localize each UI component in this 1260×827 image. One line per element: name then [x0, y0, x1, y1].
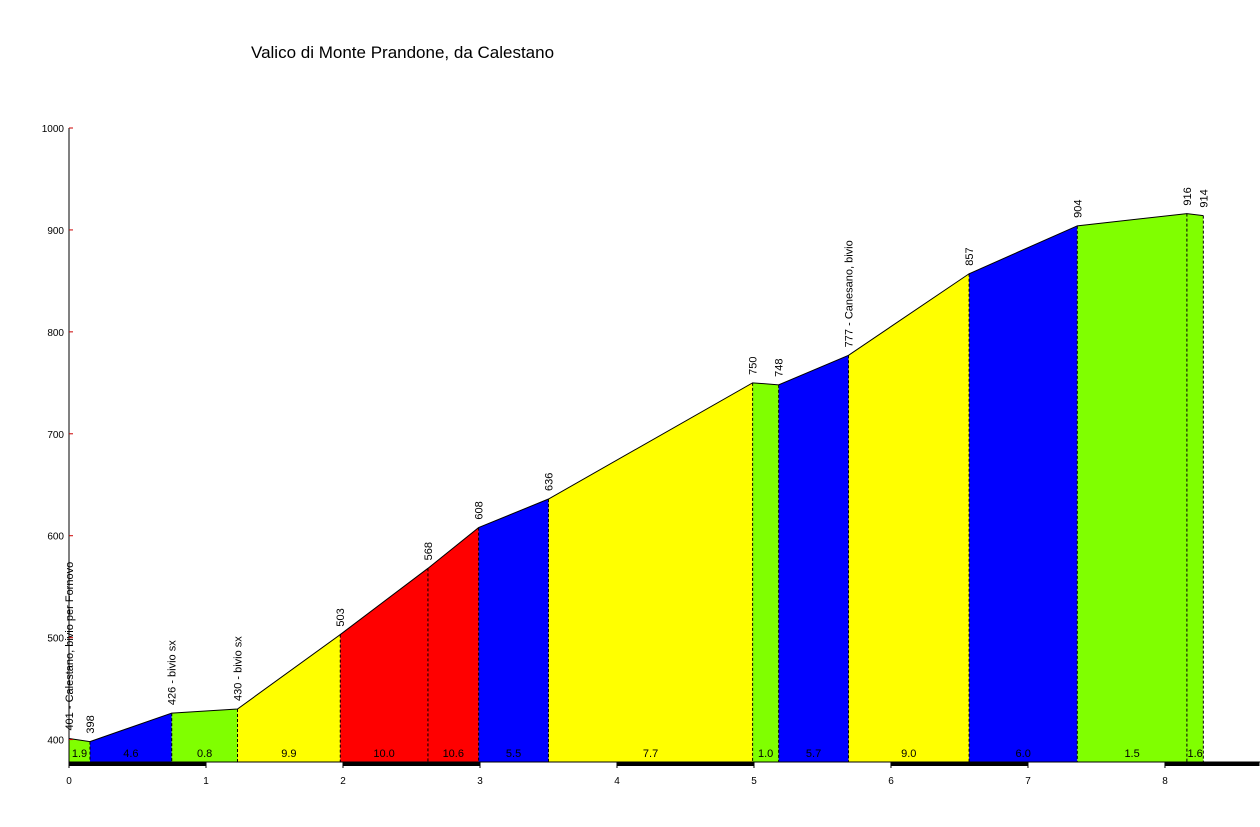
point-label: 904 [1072, 199, 1084, 217]
gradient-label: 7.7 [643, 748, 658, 760]
x-tick-label: 7 [1025, 776, 1031, 787]
gradient-label: 1.9 [72, 748, 87, 760]
point-label: 430 - bivio sx [233, 636, 245, 701]
x-axis-band [205, 762, 343, 766]
chart-title: Valico di Monte Prandone, da Calestano [251, 43, 554, 62]
segment [548, 382, 753, 762]
point-label: 777 - Canesano, bivio [844, 240, 856, 347]
gradient-label: 5.7 [806, 748, 821, 760]
point-label: 608 [474, 501, 486, 519]
segment [427, 527, 479, 762]
point-label: 426 - bivio sx [167, 640, 179, 705]
y-tick-label: 1000 [42, 124, 65, 135]
segment [1077, 213, 1187, 762]
segment [89, 713, 172, 762]
x-tick-label: 6 [888, 776, 894, 787]
gradient-label: 5.5 [506, 748, 521, 760]
segment [752, 382, 779, 762]
x-tick-label: 0 [66, 776, 72, 787]
segment [848, 273, 970, 762]
x-axis-band [890, 762, 1028, 766]
segment [478, 499, 549, 762]
gradient-label: 1.6 [1187, 748, 1202, 760]
x-tick-label: 5 [751, 776, 757, 787]
x-axis-band [753, 762, 891, 766]
segment [340, 568, 428, 762]
x-tick-label: 2 [340, 776, 346, 787]
segment [69, 738, 90, 762]
x-axis-band [69, 762, 206, 766]
y-tick-label: 700 [47, 430, 64, 441]
gradient-label: 1.0 [758, 748, 773, 760]
x-axis-band [1027, 762, 1165, 766]
point-label: 916 [1182, 187, 1194, 205]
segment [237, 634, 341, 762]
y-tick-label: 600 [47, 532, 64, 543]
point-label: 568 [423, 542, 435, 560]
point-label: 636 [543, 473, 555, 491]
segment [969, 225, 1078, 762]
point-label: 748 [774, 359, 786, 377]
x-tick-label: 4 [614, 776, 620, 787]
x-axis-band [342, 762, 480, 766]
x-tick-label: 8 [1162, 776, 1168, 787]
gradient-label: 1.5 [1124, 748, 1139, 760]
point-label: 857 [964, 247, 976, 265]
y-tick-label: 500 [47, 634, 64, 645]
x-tick-label: 3 [477, 776, 483, 787]
y-tick-label: 400 [47, 736, 64, 747]
point-label: 914 [1198, 189, 1210, 207]
segment [171, 708, 238, 762]
point-label: 401 - Calestano, bivio per Fornovo [64, 562, 76, 731]
y-tick-label: 800 [47, 328, 64, 339]
x-axis-band [1164, 762, 1260, 766]
gradient-label: 10.6 [443, 748, 464, 760]
gradient-label: 9.0 [901, 748, 916, 760]
gradient-label: 10.0 [373, 748, 394, 760]
segment [778, 355, 849, 762]
gradient-label: 4.6 [123, 748, 138, 760]
y-tick-label: 900 [47, 226, 64, 237]
point-label: 398 [85, 715, 97, 733]
x-axis-band [479, 762, 617, 766]
point-label: 750 [748, 356, 760, 374]
segment [1186, 213, 1204, 762]
gradient-label: 0.8 [197, 748, 212, 760]
gradient-label: 9.9 [281, 748, 296, 760]
x-tick-label: 1 [203, 776, 209, 787]
profile-line [68, 213, 1204, 743]
point-label: 503 [335, 608, 347, 626]
gradient-label: 6.0 [1016, 748, 1031, 760]
x-axis-band [616, 762, 754, 766]
